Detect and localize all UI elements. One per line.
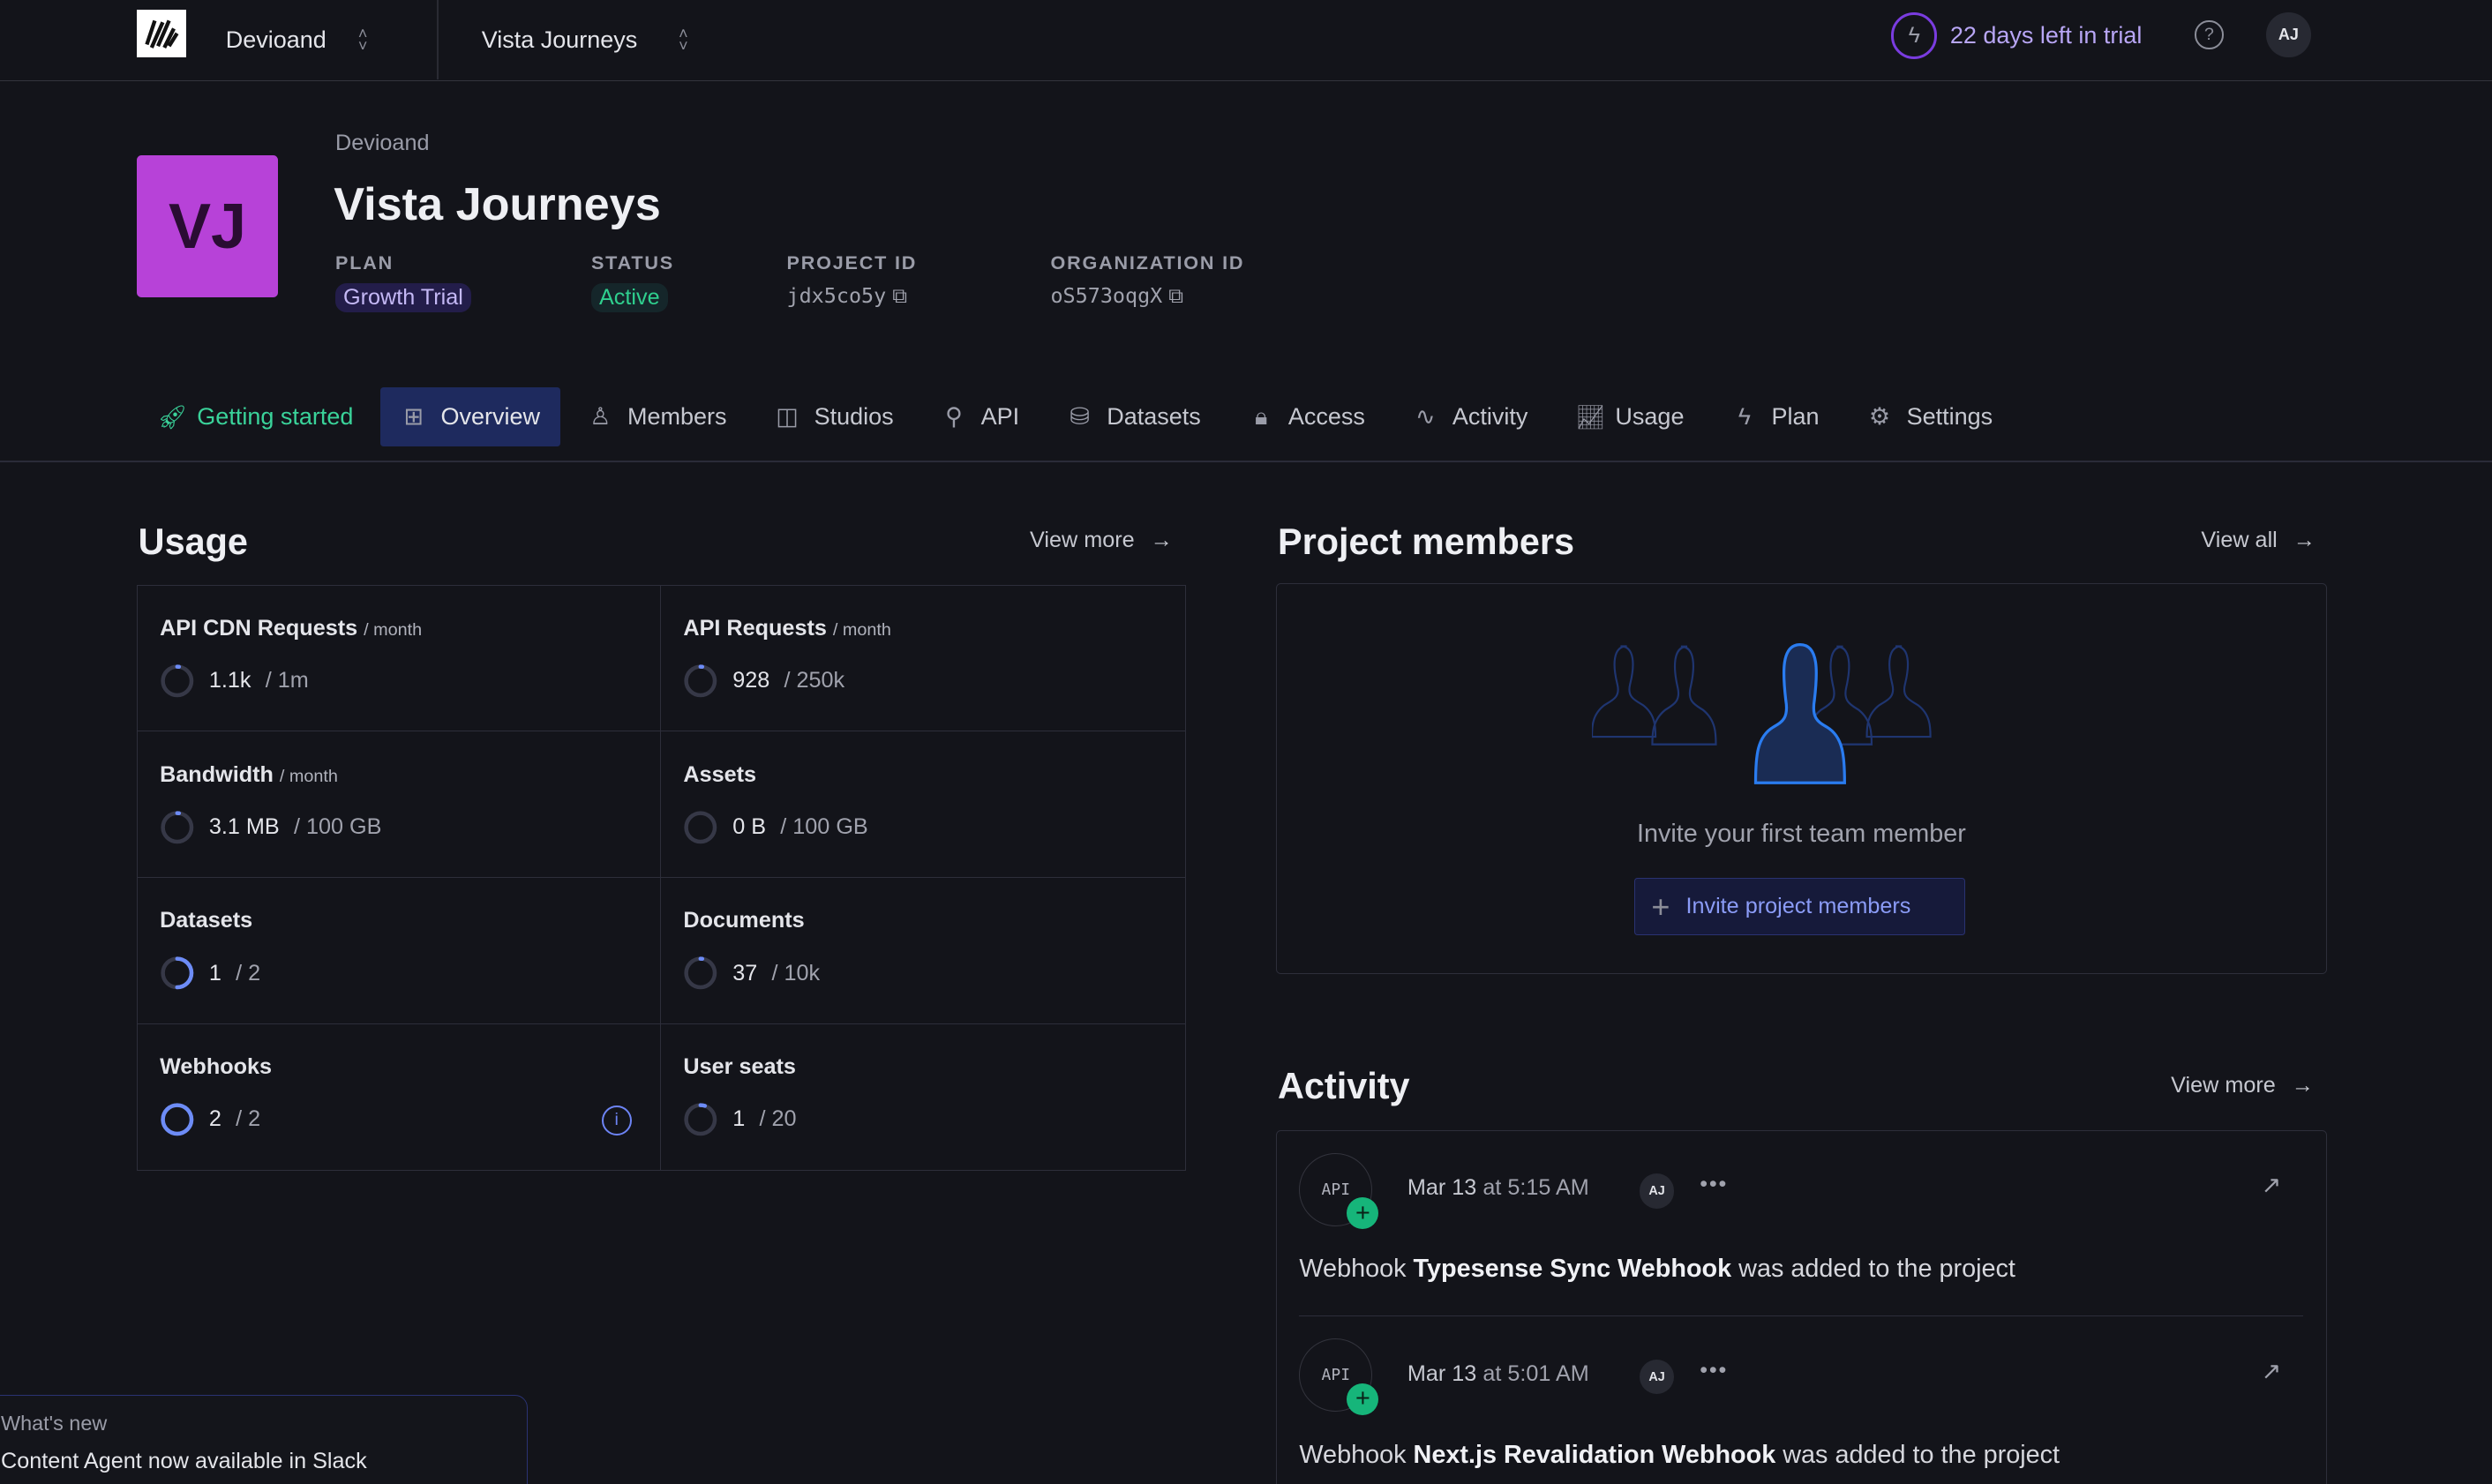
- plus-icon: +: [1651, 888, 1670, 925]
- usage-title: Usage: [138, 521, 248, 562]
- help-circle-icon[interactable]: ?: [2195, 20, 2224, 49]
- arrow-right-icon: →: [2293, 527, 2316, 552]
- divider: [437, 0, 439, 80]
- usage-ring: [161, 664, 194, 698]
- usage-webhooks: Webhooks 2/ 2 i: [138, 1023, 662, 1171]
- tab-usage[interactable]: 📈︎ Usage: [1575, 403, 1685, 431]
- tab-plan[interactable]: ϟ Plan: [1711, 387, 1840, 446]
- usage-ring: [161, 956, 194, 990]
- api-source-badge: API: [1299, 1152, 1373, 1226]
- invite-members-button[interactable]: + Invite project members: [1634, 878, 1965, 935]
- tab-api[interactable]: ⚲ API: [920, 387, 1040, 446]
- bolt-icon: ϟ: [1891, 12, 1938, 59]
- usage-ring: [684, 1103, 717, 1136]
- page-title: Vista Journeys: [334, 178, 661, 230]
- usage-ring: [684, 664, 717, 698]
- members-view-all-link[interactable]: View all →: [2201, 527, 2316, 552]
- tab-bar: 🚀︎ Getting started ⊞ Overview ♙ Members ◫ Studi…: [137, 387, 2020, 447]
- usage-ring: [684, 811, 717, 844]
- activity-item[interactable]: API + Mar 13 at 5:01 AM AJ ••• ↗ Webhook…: [1299, 1316, 2303, 1484]
- usage-user-seats: User seats 1/ 20: [661, 1024, 1184, 1171]
- usage-ring: [161, 1103, 194, 1136]
- usage-view-more-link[interactable]: View more →: [1030, 527, 1173, 552]
- usage-ring: [684, 956, 717, 990]
- activity-card: API + Mar 13 at 5:15 AM AJ ••• ↗ Webhook…: [1276, 1129, 2327, 1484]
- usage-api-cdn-requests: API CDN Requests / month 1.1k/ 1m: [137, 585, 662, 732]
- chart-icon: 📈︎: [1575, 403, 1606, 431]
- status-field: STATUS Active: [590, 251, 674, 312]
- copy-icon[interactable]: ⧉: [1168, 283, 1184, 309]
- arrow-right-icon: →: [2291, 1072, 2314, 1098]
- activity-item[interactable]: API + Mar 13 at 5:15 AM AJ ••• ↗ Webhook…: [1299, 1131, 2304, 1317]
- plan-badge: Growth Trial: [335, 283, 471, 312]
- tab-settings[interactable]: ⚙ Settings: [1846, 387, 2013, 446]
- api-source-badge: API: [1299, 1338, 1373, 1413]
- divider: [0, 461, 2492, 463]
- user-avatar: AJ: [1639, 1359, 1675, 1395]
- usage-datasets: Datasets 1/ 2: [137, 878, 662, 1024]
- users-icon: ♙: [589, 403, 612, 431]
- team-illustration: [1591, 642, 1932, 784]
- rocket-icon: 🚀︎: [157, 403, 188, 431]
- tab-getting-started[interactable]: 🚀︎ Getting started: [157, 403, 354, 431]
- breadcrumb-org[interactable]: Devioand: [335, 130, 430, 155]
- usage-grid: API CDN Requests / month 1.1k/ 1m API Re…: [136, 584, 1186, 1172]
- external-link-icon[interactable]: ↗: [2261, 1172, 2282, 1199]
- tab-access[interactable]: 🔒︎ Access: [1227, 387, 1385, 446]
- usage-api-requests: API Requests / month 928/ 250k: [661, 586, 1185, 732]
- user-avatar: AJ: [1639, 1173, 1675, 1209]
- plus-icon: +: [1347, 1197, 1379, 1230]
- info-icon[interactable]: i: [601, 1105, 632, 1135]
- trial-indicator[interactable]: ϟ 22 days left in trial: [1891, 12, 2142, 59]
- status-badge: Active: [590, 283, 668, 312]
- usage-bandwidth: Bandwidth / month 3.1 MB/ 100 GB: [137, 731, 662, 879]
- usage-assets: Assets 0 B/ 100 GB: [661, 731, 1185, 879]
- tab-overview[interactable]: ⊞ Overview: [380, 387, 561, 447]
- chevron-updown-icon: ˄ ˅: [357, 24, 368, 56]
- whats-new-popup[interactable]: What's new Content Agent now available in…: [0, 1395, 528, 1484]
- usage-ring: [161, 811, 194, 844]
- org-switcher[interactable]: Devioand ˄ ˅: [225, 24, 368, 56]
- gear-icon: ⚙: [1868, 403, 1891, 431]
- top-bar: Devioand ˄ ˅ Vista Journeys ˄ ˅ ϟ 22 days lef…: [0, 0, 2492, 81]
- project-switcher[interactable]: Vista Journeys ˄ ˅: [481, 24, 688, 56]
- layout-icon: ⊞: [403, 403, 424, 431]
- plus-icon: +: [1347, 1383, 1379, 1415]
- project-id-field: PROJECT ID jdx5co5y ⧉: [786, 251, 918, 309]
- activity-view-more-link[interactable]: View more →: [2171, 1072, 2314, 1098]
- activity-title: Activity: [1278, 1066, 1410, 1107]
- lock-icon: 🔒︎: [1255, 402, 1268, 430]
- arrow-right-icon: →: [1150, 527, 1173, 552]
- activity-icon: ∿: [1415, 403, 1436, 431]
- tab-activity[interactable]: ∿ Activity: [1392, 387, 1548, 446]
- chevron-updown-icon: ˄ ˅: [679, 24, 688, 56]
- logo[interactable]: [136, 9, 186, 57]
- members-empty-text: Invite your first team member: [1636, 819, 1966, 848]
- more-icon[interactable]: •••: [1700, 1172, 1729, 1197]
- members-title: Project members: [1278, 521, 1575, 562]
- tab-studios[interactable]: ◫ Studios: [776, 403, 894, 431]
- database-icon: ⛁: [1070, 403, 1090, 431]
- project-avatar: VJ: [136, 155, 279, 297]
- tab-members[interactable]: ♙ Members: [567, 387, 747, 446]
- plug-icon: ⚲: [945, 403, 963, 431]
- members-card: Invite your first team member + Invite pr…: [1276, 582, 2327, 974]
- usage-documents: Documents 37/ 10k: [661, 878, 1185, 1024]
- more-icon[interactable]: •••: [1700, 1358, 1729, 1383]
- user-avatar[interactable]: AJ: [2266, 12, 2311, 57]
- external-link-icon[interactable]: ↗: [2261, 1358, 2282, 1385]
- copy-icon[interactable]: ⧉: [892, 283, 907, 309]
- studio-icon: ◫: [776, 403, 799, 431]
- plan-field: PLAN Growth Trial: [335, 251, 471, 312]
- org-id-field: ORGANIZATION ID oS573oqgX ⧉: [1050, 251, 1245, 309]
- bolt-icon: ϟ: [1738, 403, 1752, 431]
- tab-datasets[interactable]: ⛁ Datasets: [1047, 387, 1221, 446]
